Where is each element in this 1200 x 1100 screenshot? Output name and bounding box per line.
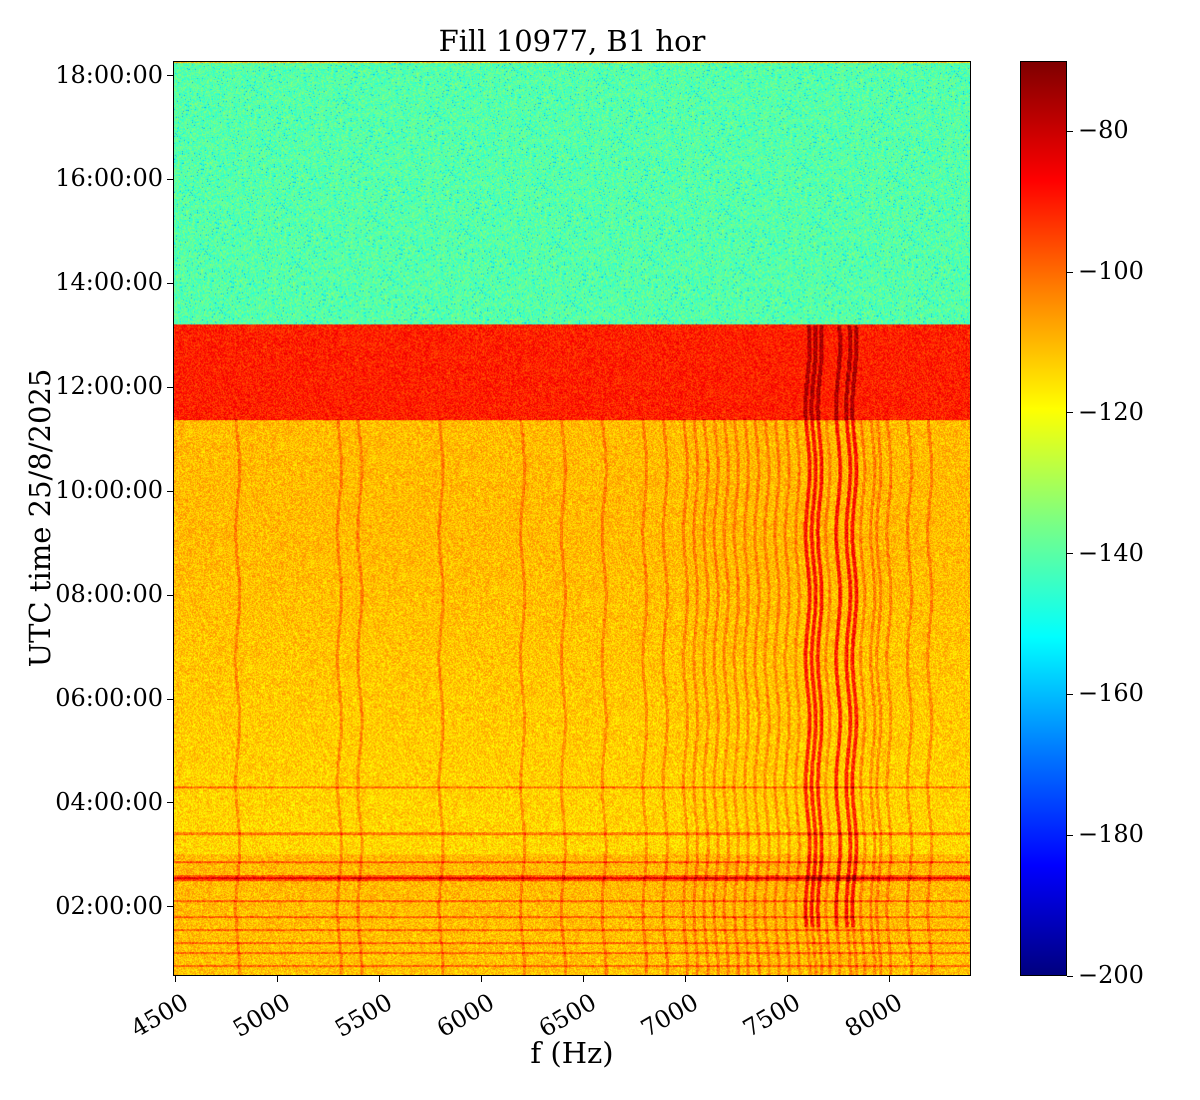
colorbar-tick [1067, 412, 1073, 414]
x-tick [480, 976, 482, 982]
chart-title: Fill 10977, B1 hor [438, 24, 706, 58]
x-tick-label: 5500 [330, 988, 398, 1043]
x-tick-label: 4500 [126, 988, 194, 1043]
y-tick [167, 802, 173, 804]
y-tick [167, 282, 173, 284]
colorbar-tick [1067, 271, 1073, 273]
x-tick-label: 5000 [228, 988, 296, 1043]
x-tick [582, 976, 584, 982]
y-tick-label: 14:00:00 [55, 268, 163, 297]
colorbar-tick-label: −100 [1078, 257, 1144, 286]
x-tick-label: 7000 [636, 988, 704, 1043]
spectrogram-heatmap [174, 62, 970, 975]
x-tick-label: 6500 [534, 988, 602, 1043]
colorbar-tick [1067, 975, 1073, 977]
x-tick-label: 8000 [840, 988, 908, 1043]
y-tick-label: 16:00:00 [55, 164, 163, 193]
colorbar-tick-label: −160 [1078, 679, 1144, 708]
colorbar-tick [1067, 553, 1073, 555]
colorbar-tick-label: −140 [1078, 538, 1144, 567]
y-tick-label: 18:00:00 [55, 60, 163, 89]
y-tick [167, 906, 173, 908]
colorbar [1020, 61, 1067, 976]
y-tick-label: 08:00:00 [55, 580, 163, 609]
y-tick [167, 698, 173, 700]
y-tick [167, 178, 173, 180]
x-tick [684, 976, 686, 982]
y-tick-label: 10:00:00 [55, 476, 163, 505]
y-axis-label: UTC time 25/8/2025 [23, 368, 57, 668]
y-tick-label: 06:00:00 [55, 684, 163, 713]
y-tick-label: 12:00:00 [55, 372, 163, 401]
spectrogram-plot [173, 61, 971, 976]
x-tick-label: 7500 [738, 988, 806, 1043]
colorbar-tick [1067, 130, 1073, 132]
colorbar-tick-label: −200 [1078, 961, 1144, 989]
x-tick [786, 976, 788, 982]
x-tick-label: 6000 [432, 988, 500, 1043]
y-tick-label: 02:00:00 [55, 891, 163, 920]
colorbar-tick-label: −120 [1078, 397, 1144, 426]
x-axis-label: f (Hz) [530, 1036, 614, 1070]
colorbar-tick [1067, 834, 1073, 836]
colorbar-tick-label: −80 [1078, 116, 1129, 145]
x-tick [378, 976, 380, 982]
y-tick [167, 386, 173, 388]
y-tick [167, 490, 173, 492]
y-tick [167, 594, 173, 596]
x-tick [276, 976, 278, 982]
y-tick [167, 75, 173, 77]
colorbar-tick [1067, 693, 1073, 695]
x-tick [174, 976, 176, 982]
y-tick-label: 04:00:00 [55, 787, 163, 816]
colorbar-tick-label: −180 [1078, 820, 1144, 849]
x-tick [888, 976, 890, 982]
